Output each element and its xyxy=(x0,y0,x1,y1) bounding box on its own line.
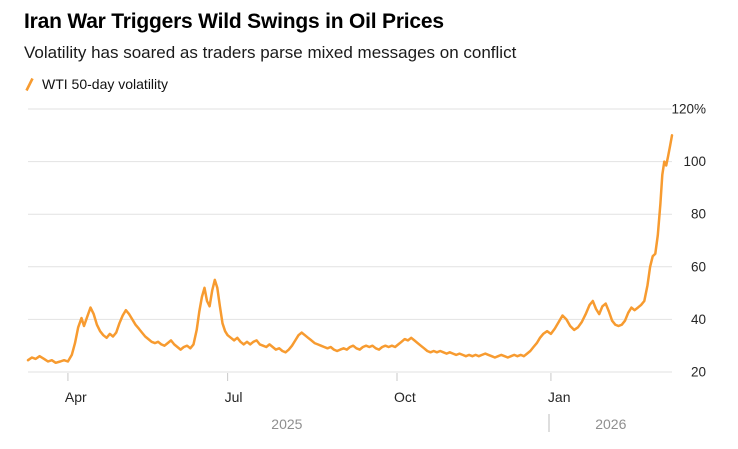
chart-header: Iran War Triggers Wild Swings in Oil Pri… xyxy=(0,0,738,92)
x-axis-label: Jan xyxy=(548,389,571,405)
x-axis-label: Jul xyxy=(225,389,243,405)
y-axis-label: 120% xyxy=(671,102,706,117)
year-label: 2025 xyxy=(271,416,302,432)
volatility-line-chart: 20 40 60 80 100 120% Apr Jul Oct Jan 2025 2026 xyxy=(26,102,706,432)
y-axis-label: 100 xyxy=(683,154,706,169)
legend-slash-stroke xyxy=(25,77,34,91)
chart-subtitle: Volatility has soared as traders parse m… xyxy=(24,43,517,62)
legend-label: WTI 50-day volatility xyxy=(42,76,169,92)
y-axis-label: 60 xyxy=(691,259,706,274)
x-axis-label: Apr xyxy=(65,389,87,405)
y-axis-label: 80 xyxy=(691,207,706,222)
chart-legend: WTI 50-day volatility xyxy=(24,76,714,92)
x-axis-label: Oct xyxy=(394,389,416,405)
year-label: 2026 xyxy=(595,416,626,432)
chart-title: Iran War Triggers Wild Swings in Oil Pri… xyxy=(24,10,444,33)
y-axis-label: 40 xyxy=(691,312,706,327)
y-axis-label: 20 xyxy=(691,365,706,380)
legend-slash-icon xyxy=(25,77,34,91)
series-line xyxy=(26,134,674,365)
